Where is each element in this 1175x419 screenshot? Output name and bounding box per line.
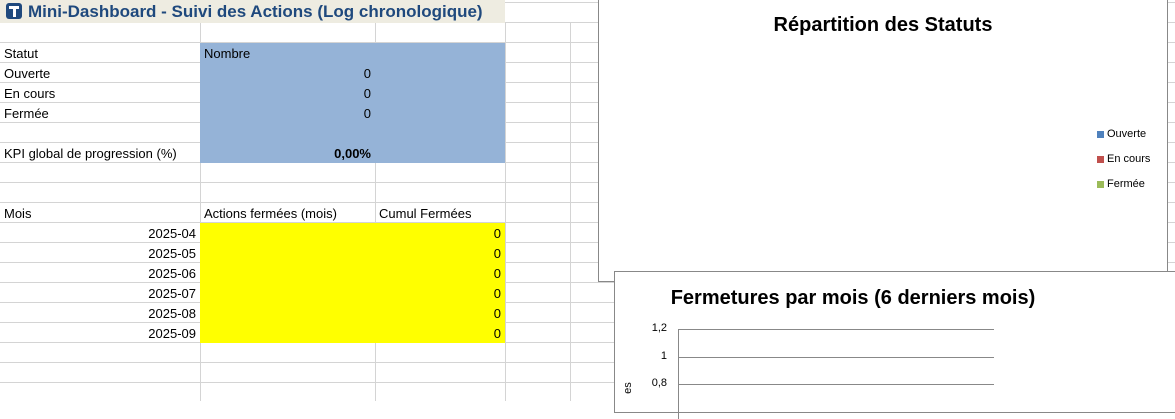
app-icon: [6, 3, 22, 19]
month-cell[interactable]: 2025-04: [148, 226, 196, 241]
chart-title: Fermetures par mois (6 derniers mois): [670, 287, 1036, 309]
status-block: [200, 43, 505, 163]
month-cell[interactable]: 2025-08: [148, 306, 196, 321]
legend-item: Fermée: [1097, 178, 1145, 190]
y-tick-label: 1: [660, 349, 667, 362]
cumul-cell[interactable]: 0: [493, 326, 501, 341]
col-line: [375, 23, 376, 401]
gridline: [678, 384, 994, 385]
legend-swatch: [1097, 130, 1104, 138]
cell[interactable]: KPI global de progression (%): [4, 146, 177, 161]
legend-label: Fermée: [1107, 178, 1145, 190]
y-tick-label: 0,8: [651, 377, 667, 389]
cell[interactable]: En cours: [4, 86, 56, 101]
legend-swatch: [1097, 180, 1104, 188]
cell[interactable]: Statut: [4, 46, 38, 61]
gridline: [678, 329, 994, 330]
kpi-value[interactable]: 0,00%: [334, 146, 371, 161]
legend-item: En cours: [1097, 153, 1150, 165]
y-tick-label: 1,2: [651, 322, 667, 334]
legend-label: En cours: [1107, 153, 1151, 165]
cumul-cell[interactable]: 0: [493, 246, 501, 261]
col-line: [570, 23, 571, 401]
status-pie-chart[interactable]: Répartition des Statuts Ouverte En cours…: [598, 0, 1168, 282]
cumul-cell[interactable]: 0: [493, 286, 501, 301]
cumul-cell[interactable]: 0: [493, 226, 501, 241]
cell[interactable]: Mois: [4, 206, 32, 221]
cell[interactable]: 0: [363, 66, 371, 81]
cell[interactable]: 0: [363, 106, 371, 121]
title-text: Mini-Dashboard - Suivi des Actions (Log …: [28, 2, 483, 21]
legend-swatch: [1097, 155, 1104, 163]
dashboard-title: Mini-Dashboard - Suivi des Actions (Log …: [0, 0, 505, 23]
legend-item: Ouverte: [1097, 128, 1146, 140]
cumul-cell[interactable]: 0: [493, 266, 501, 281]
cell[interactable]: Actions fermées (mois): [204, 206, 337, 221]
monthly-block: [200, 223, 505, 343]
month-cell[interactable]: 2025-09: [148, 326, 196, 341]
y-axis: [678, 329, 679, 419]
cumul-cell[interactable]: 0: [493, 306, 501, 321]
col-line: [505, 23, 506, 401]
cell[interactable]: Fermée: [4, 106, 49, 121]
cell[interactable]: Nombre: [204, 46, 251, 61]
month-cell[interactable]: 2025-07: [148, 286, 196, 301]
month-cell[interactable]: 2025-05: [148, 246, 196, 261]
chart-title: Répartition des Statuts: [773, 14, 993, 36]
month-cell[interactable]: 2025-06: [148, 266, 196, 281]
cell[interactable]: Cumul Fermées: [379, 206, 472, 221]
cell[interactable]: Ouverte: [4, 66, 51, 81]
legend-label: Ouverte: [1107, 128, 1147, 140]
gridline: [678, 356, 994, 358]
monthly-bar-chart[interactable]: Fermetures par mois (6 derniers mois) es…: [614, 271, 1175, 419]
cell[interactable]: 0: [363, 86, 371, 101]
col-line: [200, 23, 201, 401]
